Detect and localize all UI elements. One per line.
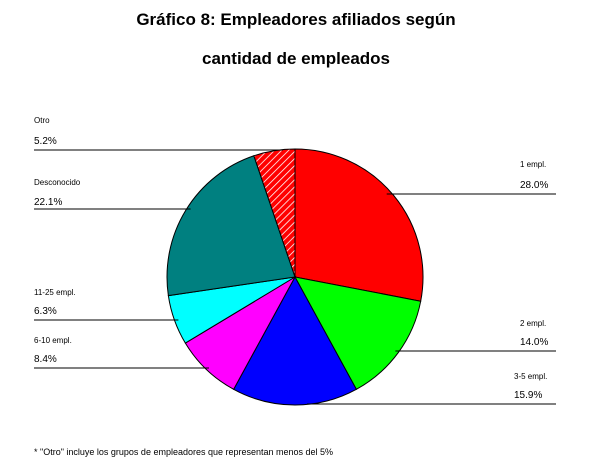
slice-value-label-3: 15.9% — [514, 390, 542, 401]
chart-title-line-1: Gráfico 8: Empleadores afiliados según — [136, 10, 456, 29]
pie-slice-3 — [232, 275, 358, 406]
slice-value-label-4: 8.4% — [34, 354, 57, 365]
slice-label-4: 6-10 empl. — [34, 336, 72, 345]
slice-value-label-7: 5.2% — [34, 136, 57, 147]
chart-title-line-2: cantidad de empleados — [202, 49, 390, 68]
slice-label-2: 2 empl. — [520, 319, 546, 328]
pie-slice-2 — [294, 276, 422, 391]
slice-label-7: Otro — [34, 116, 50, 125]
slice-value-label-5: 6.3% — [34, 306, 57, 317]
pie-slice-1 — [294, 148, 424, 302]
slice-label-1: 1 empl. — [520, 160, 546, 169]
slice-label-6: Desconocido — [34, 178, 81, 187]
slice-value-label-6: 22.1% — [34, 197, 62, 208]
pie-slice-6 — [166, 155, 296, 297]
pie-slice-7 — [253, 148, 296, 278]
slice-value-label-1: 28.0% — [520, 180, 548, 191]
slice-label-5: 11-25 empl. — [34, 288, 76, 297]
footnote: * "Otro" incluye los grupos de empleador… — [34, 447, 334, 457]
slice-label-3: 3-5 empl. — [514, 372, 547, 381]
slice-value-label-2: 14.0% — [520, 337, 548, 348]
